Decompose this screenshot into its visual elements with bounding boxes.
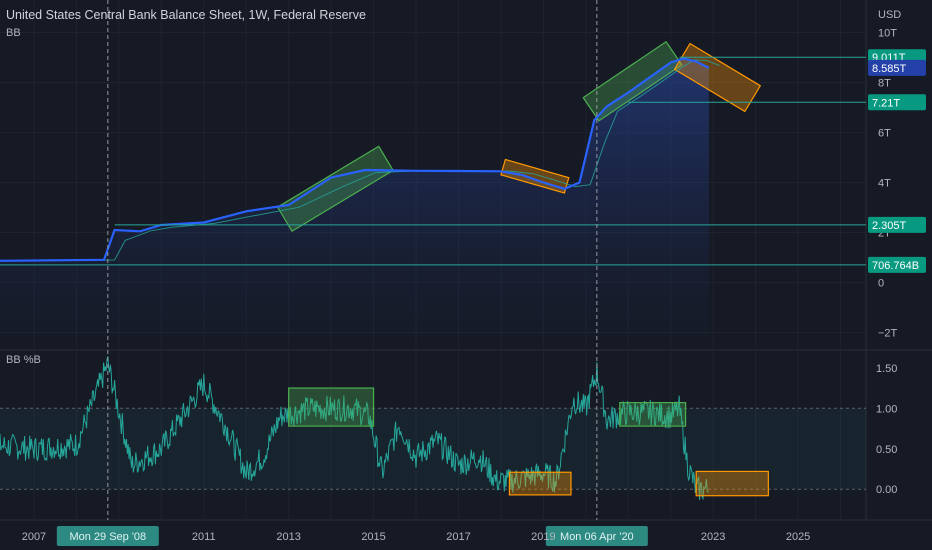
y-tick-label-percent-b: 1.50 [876, 363, 897, 375]
y-tick-label: −2T [878, 328, 898, 340]
price-label-box [868, 94, 926, 111]
green-box-2021 [582, 40, 683, 122]
price-area-fill [0, 58, 709, 338]
event-date-box [56, 526, 159, 546]
price-label-text: 706.764B [872, 260, 919, 272]
y-tick-label: 10T [878, 28, 897, 40]
price-label-box [868, 59, 926, 76]
green-box-pb-2021 [619, 402, 687, 427]
event-date-label: Mon 29 Sep '08 [69, 531, 146, 543]
x-tick-label: 2015 [361, 531, 385, 543]
x-tick-label: 2019 [531, 531, 555, 543]
y-tick-label: 0 [878, 278, 884, 290]
price-label-text: 2.305T [872, 220, 907, 232]
orange-box-pb-2018 [508, 471, 572, 496]
orange-box-pb-2023 [695, 470, 769, 497]
price-label-text: 7.21T [872, 97, 900, 109]
event-markers: Mon 29 Sep '08 Mon 06 Apr '20 [56, 0, 648, 546]
y-tick-label-percent-b: 0.50 [876, 444, 897, 456]
annotation-boxes-top [276, 40, 762, 232]
price-label-text: 8.585T [872, 63, 907, 75]
balance-sheet-line [0, 57, 710, 262]
x-tick-label: 2017 [446, 531, 470, 543]
y-tick-label: 4T [878, 178, 891, 190]
indicator-label-bb-percent[interactable]: BB %B [6, 354, 41, 366]
price-label-box [868, 216, 926, 233]
level-lines [0, 56, 866, 266]
chart-title: United States Central Bank Balance Sheet… [6, 8, 366, 22]
green-box-2013 [276, 145, 394, 232]
percent-b-band-fill [0, 408, 866, 490]
indicator-label-bb[interactable]: BB [6, 27, 21, 39]
y-tick-label: 6T [878, 128, 891, 140]
y-tick-label-percent-b: 1.00 [876, 403, 897, 415]
price-lines [0, 57, 720, 262]
price-label-box [868, 256, 926, 273]
green-box-pb-2013 [288, 387, 375, 427]
x-tick-label: 2023 [701, 531, 725, 543]
x-tick-label: 2013 [276, 531, 300, 543]
percent-b-pane [0, 356, 866, 501]
x-tick-label: 2007 [22, 531, 46, 543]
x-tick-label: 2025 [786, 531, 810, 543]
x-tick-label: 2011 [192, 531, 216, 543]
currency-label: USD [878, 9, 902, 21]
event-date-label: Mon 06 Apr '20 [560, 531, 634, 543]
x-axis[interactable]: 2007 2011 2013 2015 2017 2019 2023 2025 [22, 531, 811, 543]
y-tick-label: 8T [878, 78, 891, 90]
percent-b-line [0, 356, 709, 501]
price-area [0, 58, 709, 338]
event-date-box [545, 526, 648, 546]
y-tick-label-percent-b: 0.00 [876, 484, 897, 496]
